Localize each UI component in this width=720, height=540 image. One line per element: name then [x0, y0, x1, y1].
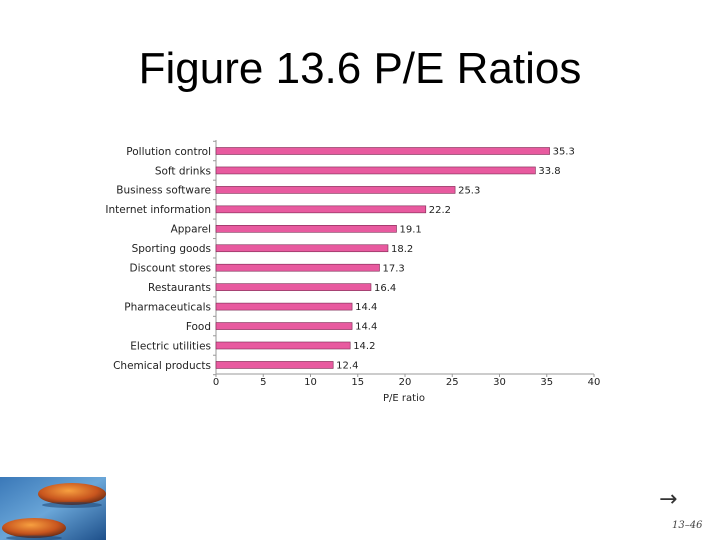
bar: [215, 361, 334, 369]
stones-in-water-image: [0, 477, 106, 540]
bar: [215, 244, 389, 253]
x-tick-label: 15: [351, 377, 364, 388]
category-label: Discount stores: [130, 263, 211, 275]
chart-labels: 0 5 10 15 20 25 30 35 40 Pollution control 35.3 Sof…: [105, 146, 600, 388]
category-label: Pharmaceuticals: [124, 301, 211, 313]
x-tick-label: 35: [540, 377, 553, 388]
bar: [215, 186, 456, 194]
category-label: Apparel: [171, 224, 211, 236]
next-slide-arrow-icon[interactable]: →: [659, 487, 678, 512]
value-label: 17.3: [382, 263, 404, 274]
category-label: Business software: [116, 185, 211, 197]
category-label: Pollution control: [126, 146, 211, 158]
pe-ratio-bar-chart: 0 5 10 15 20 25 30 35 40 Pollution control 35.3 Sof…: [105, 140, 600, 404]
bar: [215, 341, 351, 350]
x-tick-label: 10: [304, 377, 317, 388]
x-tick-label: 30: [493, 377, 506, 388]
value-label: 14.2: [353, 341, 375, 352]
slide-number: 13–46: [672, 520, 703, 531]
value-label: 22.2: [429, 205, 451, 216]
bar: [215, 283, 372, 291]
category-label: Soft drinks: [155, 165, 211, 177]
x-tick-label: 25: [446, 377, 459, 388]
value-label: 14.4: [355, 302, 377, 313]
bar: [215, 263, 380, 272]
slide-title: Figure 13.6 P/E Ratios: [138, 44, 582, 93]
x-tick-label: 5: [260, 377, 266, 388]
x-tick-label: 0: [213, 377, 219, 388]
value-label: 33.8: [538, 166, 560, 177]
category-label: Electric utilities: [130, 340, 211, 352]
category-label: Sporting goods: [132, 243, 211, 255]
category-label: Chemical products: [113, 360, 211, 372]
value-label: 35.3: [553, 147, 575, 158]
value-label: 16.4: [374, 283, 396, 294]
bar: [215, 302, 353, 311]
value-label: 14.4: [355, 322, 377, 333]
category-label: Food: [186, 321, 211, 333]
bar: [215, 147, 550, 155]
value-label: 12.4: [336, 361, 358, 372]
bar: [215, 166, 536, 175]
value-label: 25.3: [458, 186, 480, 197]
x-tick-label: 40: [588, 377, 601, 388]
value-label: 19.1: [399, 224, 421, 235]
chart-axes: [213, 140, 595, 377]
bar: [215, 322, 353, 330]
value-label: 18.2: [391, 244, 413, 255]
category-label: Restaurants: [148, 282, 211, 294]
bar: [215, 225, 397, 233]
chart-bars: [215, 147, 550, 369]
bar: [215, 205, 427, 214]
category-label: Internet information: [105, 204, 211, 216]
x-tick-label: 20: [399, 377, 412, 388]
x-axis-title: P/E ratio: [383, 393, 425, 404]
